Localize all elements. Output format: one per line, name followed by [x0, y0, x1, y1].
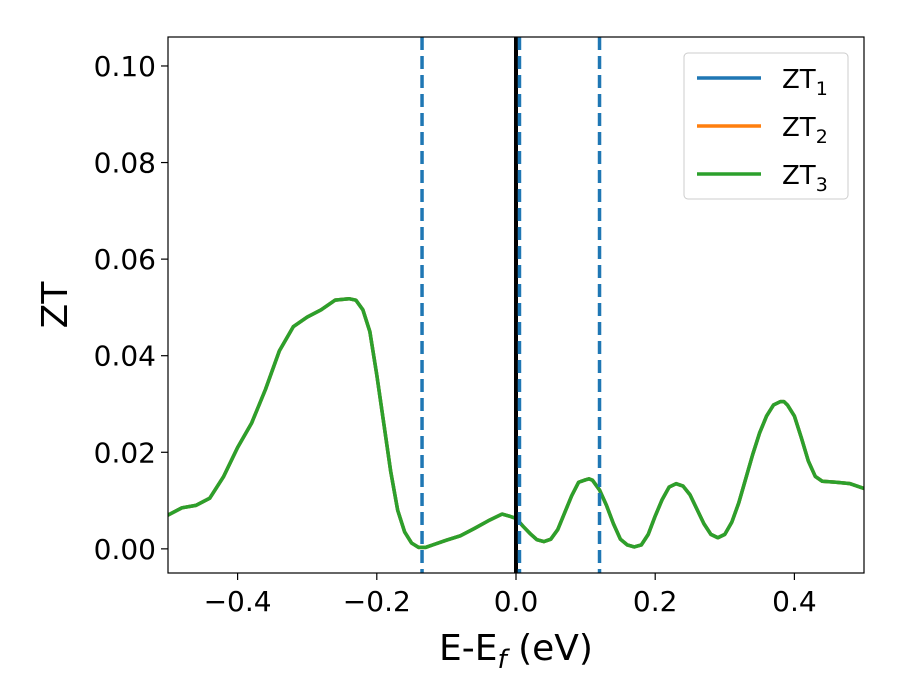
legend-label-1: ZT1 [782, 65, 828, 100]
x-axis-label-main: E-E [439, 628, 497, 669]
y-tick-label: 0.06 [94, 243, 156, 276]
y-tick-label: 0.00 [94, 533, 156, 566]
y-tick-label: 0.08 [94, 147, 156, 180]
x-tick-label: 0.2 [633, 585, 678, 618]
x-axis: −0.4 −0.2 0.0 0.2 0.4 [204, 573, 817, 618]
series-line-3 [168, 296, 864, 550]
x-tick-label: −0.2 [343, 585, 411, 618]
legend-label-3: ZT3 [782, 161, 828, 196]
x-tick-label: 0.4 [772, 585, 817, 618]
y-axis-label: ZT [35, 281, 76, 329]
x-axis-label-unit: (eV) [507, 628, 593, 669]
x-tick-label: −0.4 [204, 585, 272, 618]
plot-area [168, 37, 864, 573]
y-tick-label: 0.10 [94, 50, 156, 83]
legend: ZT1 ZT2 ZT3 [683, 52, 849, 200]
y-tick-label: 0.02 [94, 436, 156, 469]
x-tick-label: 0.0 [494, 585, 539, 618]
legend-box [683, 52, 849, 200]
y-tick-label: 0.04 [94, 340, 156, 373]
y-axis: 0.00 0.02 0.04 0.06 0.08 0.10 [94, 50, 168, 566]
legend-label-2: ZT2 [782, 113, 828, 148]
x-axis-label: E-Ef (eV) [439, 628, 593, 675]
